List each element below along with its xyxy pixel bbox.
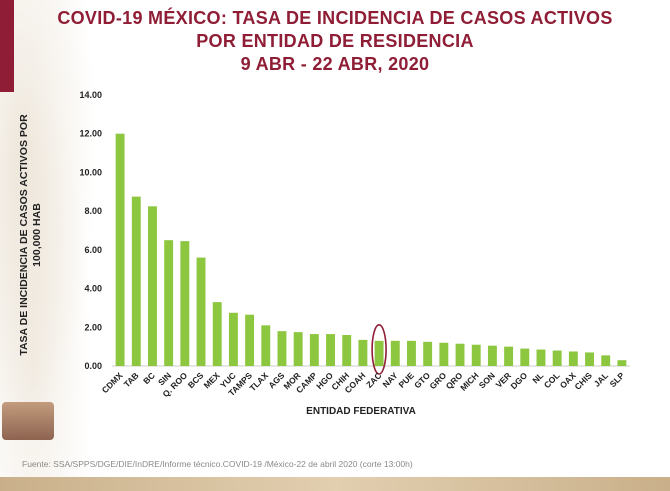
- bar-qro: [455, 343, 465, 366]
- bar-ags: [277, 331, 287, 366]
- bar-camp: [309, 334, 319, 366]
- y-tick-label: 12.00: [79, 129, 102, 139]
- x-tick-label: COL: [542, 370, 562, 390]
- chart-title-line3: 9 ABR - 22 ABR, 2020: [240, 54, 430, 74]
- x-tick-label: BC: [141, 370, 157, 386]
- bar-oax: [568, 351, 578, 366]
- bar-son: [487, 345, 497, 366]
- bar-hgo: [326, 334, 335, 366]
- bar-mich: [471, 344, 481, 366]
- bar-coah: [358, 339, 368, 366]
- bar-sin: [164, 240, 174, 366]
- bar-bc: [148, 206, 157, 366]
- bar-dgo: [520, 348, 530, 366]
- y-tick-label: 0.00: [84, 361, 102, 371]
- y-tick-label: 6.00: [84, 245, 102, 255]
- bar-zac: [374, 340, 384, 366]
- chart-title-line2: POR ENTIDAD DE RESIDENCIA: [196, 31, 474, 51]
- y-tick-label: 10.00: [79, 167, 102, 177]
- y-tick-label: 8.00: [84, 206, 102, 216]
- x-tick-label: MEX: [202, 370, 222, 390]
- x-tick-label: GRO: [427, 370, 448, 391]
- bar-col: [552, 350, 562, 366]
- bar-ver: [504, 346, 514, 366]
- x-tick-label: PUE: [396, 370, 416, 390]
- y-tick-label: 4.00: [84, 284, 102, 294]
- x-tick-label: JAL: [592, 370, 610, 388]
- x-tick-label: GTO: [412, 370, 432, 390]
- bar-bcs: [196, 257, 206, 366]
- bar-nl: [536, 349, 546, 366]
- bar-tab: [131, 196, 141, 366]
- y-tick-label: 2.00: [84, 322, 102, 332]
- footer-bar: [0, 477, 670, 491]
- x-tick-label: DGO: [508, 370, 529, 391]
- bar-pue: [407, 340, 416, 366]
- y-tick-label: 14.00: [79, 90, 102, 100]
- bar-tamps: [245, 314, 255, 366]
- bar-jal: [601, 355, 611, 366]
- x-tick-label: SON: [477, 370, 497, 390]
- left-accent-bar: [0, 0, 14, 92]
- x-tick-label: BCS: [186, 370, 206, 390]
- x-axis-label: ENTIDAD FEDERATIVA: [306, 406, 416, 417]
- x-tick-label: SLP: [608, 370, 627, 389]
- bar-chih: [342, 335, 352, 366]
- bar-mex: [212, 302, 222, 366]
- x-tick-label: CHIS: [573, 370, 595, 392]
- bar-q-roo: [180, 241, 190, 366]
- bar-nay: [390, 340, 400, 366]
- bar-cdmx: [115, 133, 125, 366]
- government-seal-image: [2, 402, 54, 440]
- chart-title-line1: COVID-19 MÉXICO: TASA DE INCIDENCIA DE C…: [57, 8, 613, 28]
- bar-tlax: [261, 325, 271, 366]
- bar-mor: [293, 332, 303, 366]
- bar-slp: [617, 360, 627, 366]
- highlight-circle: [371, 324, 387, 375]
- bar-yuc: [228, 312, 238, 366]
- source-note: Fuente: SSA/SPPS/DGE/DIE/InDRE/Informe t…: [22, 459, 413, 469]
- x-tick-label: TAB: [122, 370, 141, 389]
- x-tick-label: NAY: [380, 370, 399, 389]
- bar-chis: [585, 352, 594, 366]
- bar-gro: [439, 342, 449, 366]
- bar-gto: [423, 341, 433, 366]
